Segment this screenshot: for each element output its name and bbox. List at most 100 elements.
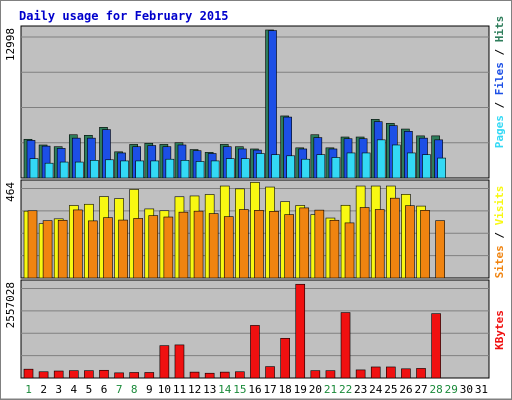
bar-sites-28 — [435, 220, 445, 279]
bar-pages-17 — [271, 154, 280, 179]
right-label-panel2: Sites / Visits — [493, 186, 506, 279]
bar-pages-2 — [44, 162, 54, 179]
bar-sites-23 — [359, 207, 370, 279]
bar-kbytes-9 — [144, 372, 155, 379]
bar-pages-26 — [407, 152, 416, 179]
bar-sites-16 — [254, 210, 264, 279]
bar-sites-6 — [103, 217, 113, 279]
bar-pages-22 — [346, 152, 356, 179]
bar-kbytes-8 — [129, 372, 139, 379]
right-label-panel2-part-0: Sites — [493, 245, 506, 278]
bar-pages-28 — [437, 157, 446, 179]
day-label-18: 18 — [279, 383, 292, 396]
bar-kbytes-22 — [340, 312, 351, 379]
bar-kbytes-19 — [295, 283, 306, 379]
bar-kbytes-4 — [68, 370, 79, 379]
day-label-25: 25 — [384, 383, 397, 396]
day-label-21: 21 — [324, 383, 337, 396]
bar-sites-15 — [239, 209, 249, 279]
bar-kbytes-23 — [355, 369, 366, 379]
bar-sites-19 — [299, 207, 310, 279]
bar-pages-15 — [241, 158, 250, 179]
max-label-visits-sites: 464 — [4, 182, 17, 202]
day-label-6: 6 — [101, 383, 108, 396]
bar-pages-18 — [286, 155, 295, 179]
bar-sites-25 — [390, 197, 400, 279]
day-label-15: 15 — [233, 383, 246, 396]
bar-sites-1 — [27, 210, 38, 279]
max-label-hits-files-pages: 12998 — [4, 28, 17, 61]
bar-sites-14 — [223, 216, 234, 279]
bar-kbytes-10 — [159, 345, 170, 379]
bar-sites-4 — [72, 209, 83, 279]
bar-sites-24 — [374, 209, 385, 279]
bar-pages-3 — [59, 161, 69, 179]
day-label-3: 3 — [55, 383, 62, 396]
day-label-31: 31 — [475, 383, 488, 396]
right-label-panel1-part-3: / — [493, 42, 506, 62]
bar-pages-8 — [135, 160, 144, 179]
bar-sites-21 — [329, 219, 340, 279]
day-label-13: 13 — [203, 383, 216, 396]
bar-sites-26 — [405, 205, 415, 279]
bar-sites-27 — [420, 210, 430, 279]
bar-kbytes-7 — [114, 372, 124, 379]
bar-kbytes-5 — [84, 370, 94, 379]
bar-kbytes-1 — [23, 368, 34, 379]
bar-pages-14 — [225, 158, 235, 179]
bar-sites-11 — [178, 211, 189, 279]
bar-pages-21 — [331, 157, 341, 179]
bar-sites-5 — [88, 220, 98, 279]
day-label-30: 30 — [460, 383, 473, 396]
right-label-panel2-part-2: Visits — [493, 186, 506, 226]
bar-pages-16 — [256, 153, 265, 179]
day-label-7: 7 — [116, 383, 123, 396]
day-label-23: 23 — [354, 383, 367, 396]
day-label-19: 19 — [294, 383, 307, 396]
bar-kbytes-27 — [416, 368, 426, 379]
day-label-26: 26 — [399, 383, 412, 396]
bar-sites-20 — [314, 209, 325, 279]
bar-pages-9 — [150, 160, 160, 179]
max-label-kbytes: 2557028 — [4, 282, 17, 328]
bar-sites-3 — [57, 219, 68, 279]
chart-title: Daily usage for February 2015 — [19, 9, 229, 23]
right-label-panel1-part-1: / — [493, 95, 506, 115]
day-label-20: 20 — [309, 383, 322, 396]
bar-pages-5 — [90, 160, 99, 179]
bar-pages-19 — [301, 158, 311, 179]
right-label-panel1: Pages / Files / Hits — [493, 16, 506, 149]
day-label-28: 28 — [430, 383, 443, 396]
bar-kbytes-26 — [401, 368, 411, 379]
day-label-29: 29 — [445, 383, 458, 396]
right-label-panel1-part-2: Files — [493, 62, 506, 95]
bar-pages-6 — [105, 159, 114, 179]
bar-sites-13 — [208, 213, 219, 279]
bar-kbytes-17 — [265, 366, 275, 379]
bar-pages-24 — [376, 139, 386, 179]
bar-sites-10 — [163, 216, 174, 279]
right-label-panel1-part-4: Hits — [493, 16, 506, 43]
right-label-panel3-part-0: KBytes — [493, 310, 506, 350]
day-label-12: 12 — [188, 383, 201, 396]
day-label-10: 10 — [158, 383, 171, 396]
bar-sites-22 — [344, 222, 355, 279]
bar-sites-12 — [193, 210, 204, 279]
day-label-17: 17 — [263, 383, 276, 396]
day-label-5: 5 — [86, 383, 93, 396]
day-label-14: 14 — [218, 383, 232, 396]
right-label-panel3: KBytes — [493, 310, 506, 350]
bar-pages-10 — [165, 158, 175, 179]
bar-pages-23 — [361, 152, 371, 179]
bar-kbytes-24 — [370, 366, 381, 379]
bar-kbytes-14 — [219, 371, 230, 379]
bar-kbytes-21 — [325, 370, 336, 379]
day-label-2: 2 — [40, 383, 47, 396]
bar-pages-7 — [120, 160, 129, 179]
day-label-9: 9 — [146, 383, 153, 396]
day-label-4: 4 — [71, 383, 78, 396]
bar-kbytes-28 — [431, 313, 441, 379]
bar-kbytes-25 — [386, 366, 396, 379]
bar-pages-12 — [195, 161, 205, 179]
